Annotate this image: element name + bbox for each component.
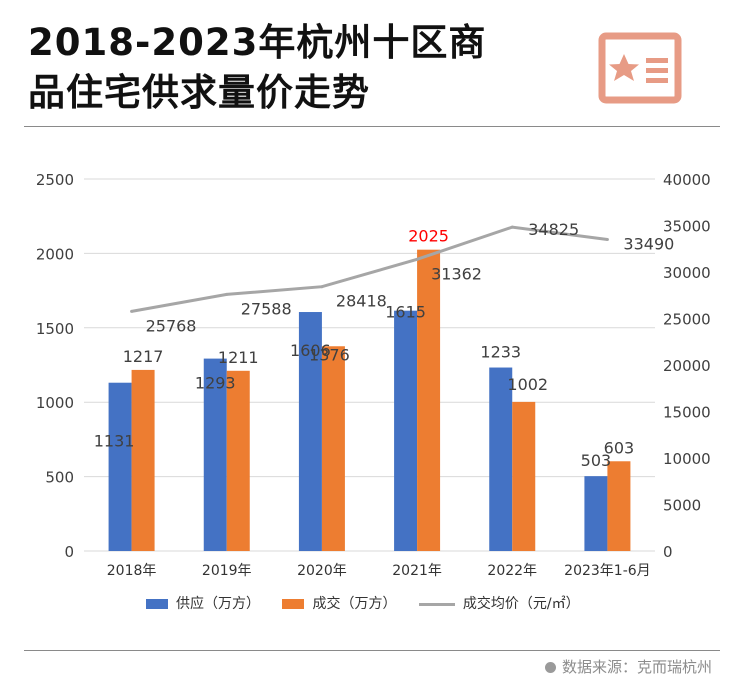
y-left-tick-5: 2500	[36, 171, 74, 189]
x-tick-label-2: 2020年	[297, 563, 347, 579]
bar-deals-3	[417, 249, 441, 551]
y-right-tick-0: 0	[663, 543, 673, 561]
source-text: 数据来源：克而瑞杭州	[561, 658, 712, 676]
label-price-4: 34825	[528, 220, 579, 239]
y-right-tick-8: 40000	[663, 171, 711, 189]
y-right-tick-6: 30000	[663, 264, 711, 282]
point-price-0	[130, 309, 134, 313]
news-star-icon	[598, 30, 682, 106]
label-supply-2: 1606	[290, 341, 331, 360]
y-right-tick-4: 20000	[663, 357, 711, 375]
legend-label-price: 成交均价（元/㎡）	[462, 596, 580, 612]
point-price-4	[510, 225, 514, 229]
label-price-3: 31362	[431, 264, 482, 283]
label-deals-4: 1002	[507, 375, 548, 394]
label-deals-0: 1217	[123, 347, 164, 366]
x-tick-label-1: 2019年	[202, 563, 252, 579]
point-price-5	[605, 238, 609, 242]
legend-swatch-supply	[146, 599, 168, 609]
title-line-2: 品住宅供求量价走势	[28, 71, 370, 114]
y-right-tick-7: 35000	[663, 218, 711, 236]
bar-deals-1	[226, 370, 250, 551]
x-tick-label-5: 2023年1-6月	[564, 563, 651, 579]
line-price	[131, 225, 608, 313]
legend-swatch-deals	[282, 599, 305, 609]
label-price-0: 25768	[146, 316, 197, 335]
label-supply-1: 1293	[195, 374, 236, 393]
bar-supply-2	[298, 312, 322, 551]
point-price-2	[320, 285, 324, 289]
source-note: 数据来源：克而瑞杭州	[544, 656, 712, 677]
label-deals-1: 1211	[218, 348, 259, 367]
label-price-2: 28418	[336, 292, 387, 311]
label-deals-2: 1376	[309, 345, 350, 364]
divider-bottom	[24, 650, 720, 651]
y-left-tick-2: 1000	[36, 394, 74, 412]
label-price-1: 27588	[241, 299, 292, 318]
legend: 供应（万方） 成交（万方） 成交均价（元/㎡）	[146, 593, 598, 613]
legend-swatch-price	[418, 602, 455, 606]
chart-title: 2018-2023年杭州十区商 品住宅供求量价走势	[28, 18, 568, 118]
y-left-tick-4: 2000	[36, 245, 74, 263]
chart-area: 0500100015002000250005000100001500020000…	[36, 171, 711, 579]
y-right-tick-1: 5000	[663, 497, 701, 515]
y-left-tick-0: 0	[64, 543, 74, 561]
x-tick-label-0: 2018年	[107, 563, 157, 579]
label-supply-3: 1615	[385, 303, 426, 322]
bar-supply-4	[489, 367, 513, 551]
x-tick-label-4: 2022年	[487, 563, 537, 579]
bar-deals-0	[131, 369, 155, 551]
title-line-1: 2018-2023年杭州十区商	[28, 21, 487, 64]
y-right-tick-5: 25000	[663, 311, 711, 329]
bar-supply-3	[394, 310, 418, 551]
bar-deals-5	[607, 461, 631, 551]
divider-top	[24, 126, 720, 127]
bar-supply-5	[584, 476, 608, 551]
y-left-tick-1: 500	[45, 469, 74, 487]
legend-label-supply: 供应（万方）	[176, 596, 260, 612]
label-deals-3: 2025	[408, 227, 449, 246]
label-deals-5: 603	[604, 438, 635, 457]
bar-deals-4	[512, 401, 536, 551]
y-right-tick-3: 15000	[663, 404, 711, 422]
point-price-3	[415, 257, 419, 261]
legend-item-deals: 成交（万方）	[282, 593, 396, 613]
bar-supply-1	[203, 358, 227, 551]
x-tick-label-3: 2021年	[392, 563, 442, 579]
label-supply-4: 1233	[480, 343, 521, 362]
legend-item-price: 成交均价（元/㎡）	[418, 593, 580, 613]
legend-label-deals: 成交（万方）	[312, 596, 397, 612]
point-price-1	[225, 292, 229, 296]
y-left-tick-3: 1500	[36, 320, 74, 338]
y-right-tick-2: 10000	[663, 450, 711, 468]
label-supply-5: 503	[581, 451, 612, 470]
bar-deals-2	[321, 346, 345, 551]
legend-item-supply: 供应（万方）	[146, 593, 260, 613]
label-price-5: 33490	[623, 235, 674, 254]
source-dot-icon	[544, 662, 556, 673]
bar-supply-0	[108, 382, 132, 551]
label-supply-0: 1131	[94, 432, 135, 451]
